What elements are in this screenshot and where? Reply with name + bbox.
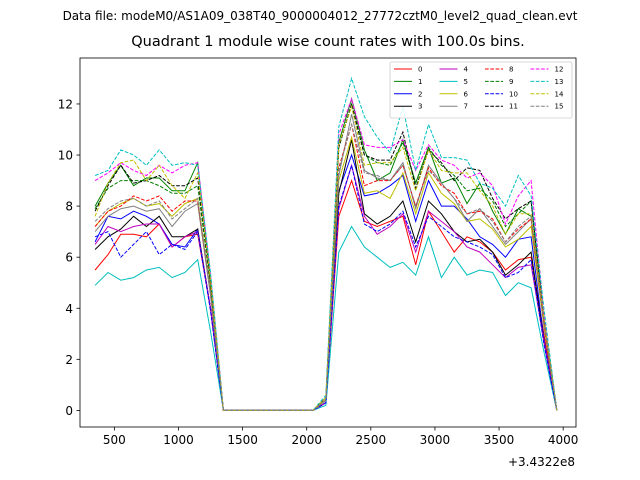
plot-lines — [94, 76, 558, 411]
legend-label-15: 15 — [555, 103, 564, 111]
series-line-1 — [94, 97, 558, 411]
series-line-11 — [94, 102, 558, 411]
x-axis-ticks: 500 1000 1500 2000 2500 3000 3500 4000 — [103, 427, 579, 447]
series-line-2 — [94, 153, 558, 411]
legend-label-12: 12 — [555, 66, 564, 74]
series-line-6 — [94, 135, 558, 411]
legend-label-13: 13 — [555, 78, 564, 86]
figure-suptitle: Data file: modeM0/AS1A09_038T40_90000040… — [62, 9, 578, 23]
y-tick-label: 4 — [65, 302, 73, 316]
legend-label-8: 8 — [509, 66, 513, 74]
legend-label-4: 4 — [464, 66, 469, 74]
series-line-5 — [94, 225, 558, 411]
legend-label-3: 3 — [418, 103, 422, 111]
x-tick-label: 4000 — [548, 433, 579, 447]
y-axis-ticks: 0 2 4 6 8 10 12 — [58, 97, 80, 418]
legend-label-10: 10 — [509, 90, 518, 98]
series-line-12 — [94, 97, 558, 411]
y-tick-label: 2 — [65, 353, 73, 367]
x-tick-label: 2000 — [291, 433, 322, 447]
legend-label-5: 5 — [464, 78, 468, 86]
series-line-7 — [94, 114, 558, 411]
legend-label-14: 14 — [555, 90, 564, 98]
y-tick-label: 12 — [58, 97, 73, 111]
series-line-10 — [94, 163, 558, 411]
legend-label-1: 1 — [418, 78, 422, 86]
series-line-15 — [94, 122, 558, 411]
series-line-9 — [94, 102, 558, 411]
series-line-13 — [94, 76, 558, 411]
y-tick-label: 10 — [58, 149, 73, 163]
y-tick-label: 6 — [65, 251, 73, 265]
x-tick-label: 1000 — [163, 433, 194, 447]
axes-frame — [79, 57, 577, 428]
chart-title: Quadrant 1 module wise count rates with … — [131, 34, 525, 50]
legend-label-2: 2 — [418, 90, 422, 98]
x-tick-label: 2500 — [356, 433, 387, 447]
y-tick-label: 8 — [65, 200, 73, 214]
x-tick-label: 1500 — [227, 433, 258, 447]
legend-label-7: 7 — [464, 103, 468, 111]
x-tick-label: 500 — [103, 433, 126, 447]
x-tick-label: 3000 — [420, 433, 451, 447]
legend-label-6: 6 — [464, 90, 469, 98]
x-axis-offset-label: +3.4322e8 — [508, 455, 575, 469]
legend-label-9: 9 — [509, 78, 513, 86]
axes-border — [79, 57, 577, 428]
legend-box — [389, 61, 573, 119]
legend-label-0: 0 — [418, 66, 422, 74]
series-line-14 — [94, 104, 558, 411]
x-tick-label: 3500 — [484, 433, 515, 447]
series-line-8 — [94, 124, 558, 411]
legend-label-11: 11 — [509, 103, 518, 111]
y-tick-label: 0 — [65, 404, 73, 418]
